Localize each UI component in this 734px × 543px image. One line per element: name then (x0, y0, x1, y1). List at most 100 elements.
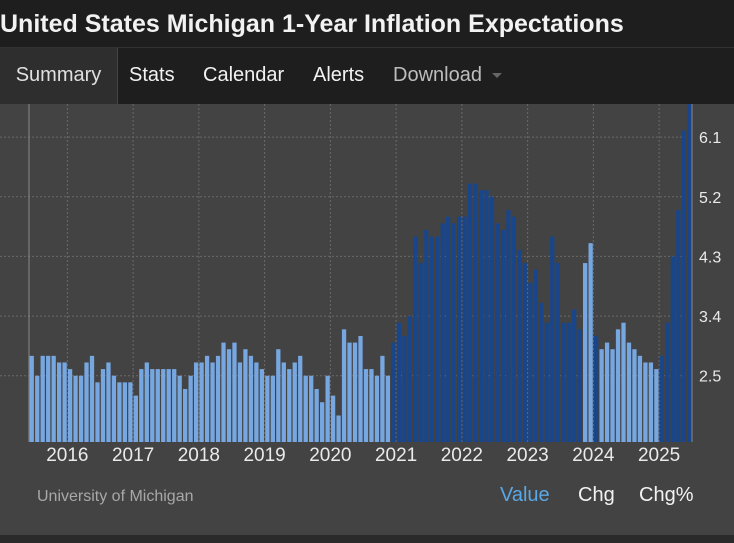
bar (303, 375, 308, 442)
mode-chgpct-button[interactable]: Chg% (639, 484, 694, 506)
bar (654, 369, 659, 442)
bar (73, 375, 78, 442)
bar (396, 322, 401, 442)
bar (637, 355, 643, 442)
bar (500, 229, 506, 442)
tab-alerts[interactable]: Alerts (313, 64, 365, 86)
nav-bar: Summary Stats Calendar Alerts Download (0, 47, 734, 106)
bar (478, 190, 484, 442)
bar (418, 263, 423, 442)
bar (46, 355, 51, 442)
page-title: United States Michigan 1-Year Inflation … (0, 10, 624, 38)
bar (676, 210, 681, 442)
bar (29, 355, 34, 442)
bar (237, 362, 243, 442)
bar (615, 329, 621, 442)
bar (424, 229, 429, 442)
bar (681, 130, 686, 442)
bar (517, 249, 522, 442)
bar (150, 369, 155, 442)
bar (665, 322, 670, 442)
inflation-bar-chart[interactable]: 2.5 3.4 4.3 5.2 6.1 2016 2017 2018 2019 2020 2021 2… (0, 104, 734, 474)
mode-value-button[interactable]: Value (500, 484, 550, 506)
bar (177, 375, 182, 442)
bar (626, 342, 632, 442)
bar (489, 196, 495, 442)
tab-summary[interactable]: Summary (0, 48, 118, 105)
bar (380, 355, 385, 442)
bar (632, 349, 637, 442)
bar (232, 342, 237, 442)
bar (402, 335, 407, 442)
bar (144, 362, 149, 442)
bar (435, 236, 440, 442)
tab-calendar[interactable]: Calendar (203, 64, 285, 86)
tab-stats[interactable]: Stats (129, 64, 175, 86)
bar (204, 355, 210, 442)
source-label: University of Michigan (37, 488, 194, 505)
bar (347, 342, 352, 442)
bar (577, 329, 582, 442)
bar (67, 369, 73, 442)
bar (292, 362, 297, 442)
bar (122, 382, 128, 442)
bar (78, 375, 84, 442)
bar (270, 375, 275, 442)
tab-download[interactable]: Download (393, 48, 502, 105)
bar (62, 362, 67, 442)
bar (588, 243, 593, 442)
bar (648, 362, 654, 442)
bar (511, 216, 517, 442)
bar (314, 388, 319, 442)
bars (29, 104, 692, 442)
bar (281, 362, 286, 442)
bar (550, 236, 555, 442)
bar (298, 355, 303, 442)
bar (467, 183, 473, 442)
bar (659, 355, 665, 442)
bar (84, 362, 89, 442)
x-tick-label: 2022 (441, 445, 483, 466)
tab-download-label: Download (393, 64, 482, 86)
bar (128, 382, 133, 442)
mode-chg-button[interactable]: Chg (578, 484, 615, 506)
bar (95, 382, 100, 442)
bar (670, 256, 675, 442)
bar (111, 375, 117, 442)
bar (89, 355, 95, 442)
bar (413, 236, 418, 442)
bar (687, 104, 692, 442)
bar (555, 263, 560, 442)
axis-labels: 2.5 3.4 4.3 5.2 6.1 2016 2017 2018 2019 2020 2021 2… (46, 130, 721, 466)
bar (139, 369, 144, 442)
bar (374, 375, 380, 442)
y-tick-label: 2.5 (699, 369, 721, 386)
bar (593, 335, 599, 442)
x-tick-label: 2024 (572, 445, 615, 466)
x-tick-label: 2019 (243, 445, 285, 466)
bar (248, 355, 254, 442)
bar (484, 190, 489, 442)
bar (363, 369, 369, 442)
bar (533, 269, 538, 442)
bar (330, 395, 336, 442)
y-tick-label: 5.2 (699, 190, 721, 207)
bar (451, 223, 456, 442)
bar (254, 362, 259, 442)
bar (336, 415, 341, 442)
bar (528, 282, 533, 442)
bar (325, 375, 330, 442)
bar (199, 362, 204, 442)
bar (320, 402, 325, 442)
bar (522, 263, 528, 442)
bar (456, 216, 462, 442)
bar (226, 349, 232, 442)
bar (106, 362, 111, 442)
y-tick-label: 3.4 (699, 309, 721, 326)
bar (221, 342, 226, 442)
bar (215, 355, 221, 442)
bar (621, 322, 626, 442)
bar (583, 263, 588, 442)
x-tick-label: 2017 (112, 445, 154, 466)
bar (495, 223, 500, 442)
